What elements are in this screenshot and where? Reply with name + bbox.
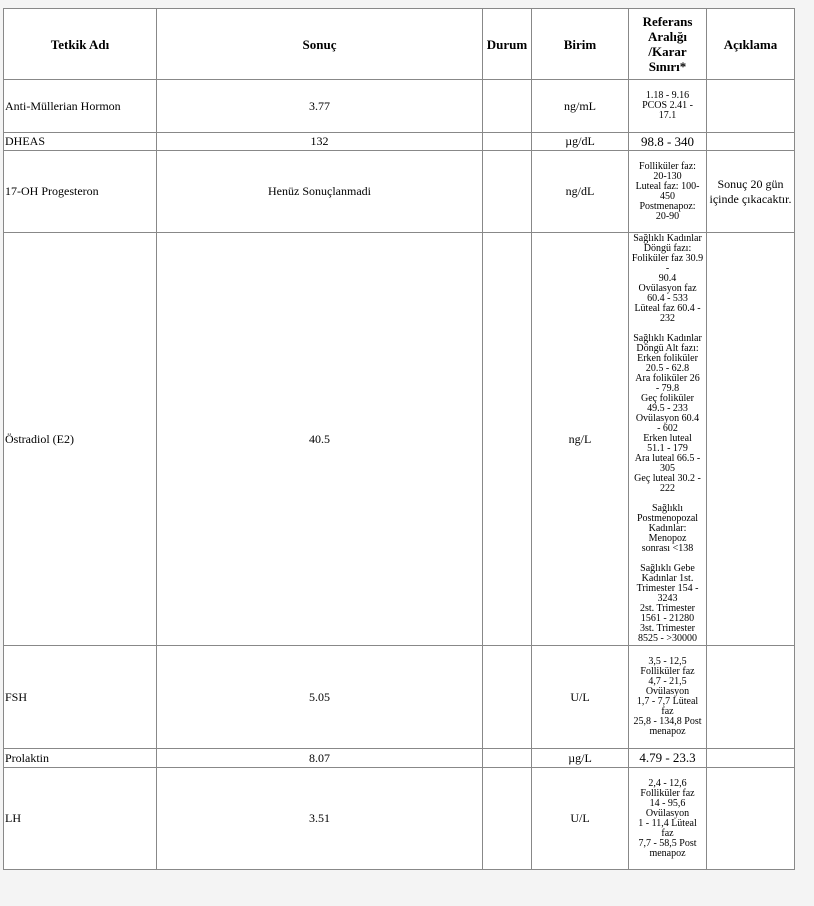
note-cell: Sonuç 20 gün içinde çıkacaktır. [706,150,795,233]
header-status: Durum [482,8,532,80]
test-name-cell: Anti-Müllerian Hormon [3,79,157,133]
note-cell [706,232,795,646]
result-cell: 8.07 [156,748,483,768]
table-row: Prolaktin 8.07 µg/L 4.79 - 23.3 [3,748,795,768]
reference-cell: 4.79 - 23.3 [628,748,707,768]
note-cell [706,767,795,870]
header-result: Sonuç [156,8,483,80]
header-note: Açıklama [706,8,795,80]
status-cell [482,645,532,749]
note-cell [706,79,795,133]
unit-cell: U/L [531,767,629,870]
unit-cell: µg/L [531,748,629,768]
test-name-cell: 17-OH Progesteron [3,150,157,233]
reference-cell: 98.8 - 340 [628,132,707,151]
header-unit: Birim [531,8,629,80]
reference-cell: 3,5 - 12,5 Folliküler faz 4,7 - 21,5 Ovü… [628,645,707,749]
status-cell [482,150,532,233]
table-row: FSH 5.05 U/L 3,5 - 12,5 Folliküler faz 4,7 … [3,645,795,749]
status-cell [482,232,532,646]
table-row: Anti-Müllerian Hormon 3.77 ng/mL 1.18 - 9.1… [3,79,795,133]
unit-cell: U/L [531,645,629,749]
table-row: DHEAS 132 µg/dL 98.8 - 340 [3,132,795,151]
unit-cell: ng/dL [531,150,629,233]
unit-cell: µg/dL [531,132,629,151]
unit-cell: ng/L [531,232,629,646]
test-name-cell: DHEAS [3,132,157,151]
result-cell: 3.51 [156,767,483,870]
result-cell: Henüz Sonuçlanmadi [156,150,483,233]
table-row: 17-OH Progesteron Henüz Sonuçlanmadi ng/dL… [3,150,795,233]
note-cell [706,748,795,768]
header-row: Tetkik Adı Sonuç Durum Birim Referans Ar… [3,8,795,80]
header-reference: Referans Aralığı /Karar Sınırı* [628,8,707,80]
test-name-cell: LH [3,767,157,870]
reference-cell: 1.18 - 9.16 PCOS 2.41 - 17.1 [628,79,707,133]
test-name-cell: FSH [3,645,157,749]
result-cell: 40.5 [156,232,483,646]
reference-cell: Sağlıklı Kadınlar Döngü fazı: Foliküler … [628,232,707,646]
result-cell: 132 [156,132,483,151]
header-test: Tetkik Adı [3,8,157,80]
note-cell [706,645,795,749]
results-table: Tetkik Adı Sonuç Durum Birim Referans Ar… [3,8,795,870]
note-cell [706,132,795,151]
table-row: LH 3.51 U/L 2,4 - 12,6 Folliküler faz 14 - … [3,767,795,870]
result-cell: 3.77 [156,79,483,133]
result-cell: 5.05 [156,645,483,749]
reference-cell: Folliküler faz: 20-130 Luteal faz: 100- … [628,150,707,233]
status-cell [482,79,532,133]
reference-cell: 2,4 - 12,6 Folliküler faz 14 - 95,6 Ovül… [628,767,707,870]
table-row: Östradiol (E2) 40.5 ng/L Sağlıklı Kadınlar … [3,232,795,646]
test-name-cell: Östradiol (E2) [3,232,157,646]
unit-cell: ng/mL [531,79,629,133]
status-cell [482,767,532,870]
status-cell [482,132,532,151]
status-cell [482,748,532,768]
test-name-cell: Prolaktin [3,748,157,768]
